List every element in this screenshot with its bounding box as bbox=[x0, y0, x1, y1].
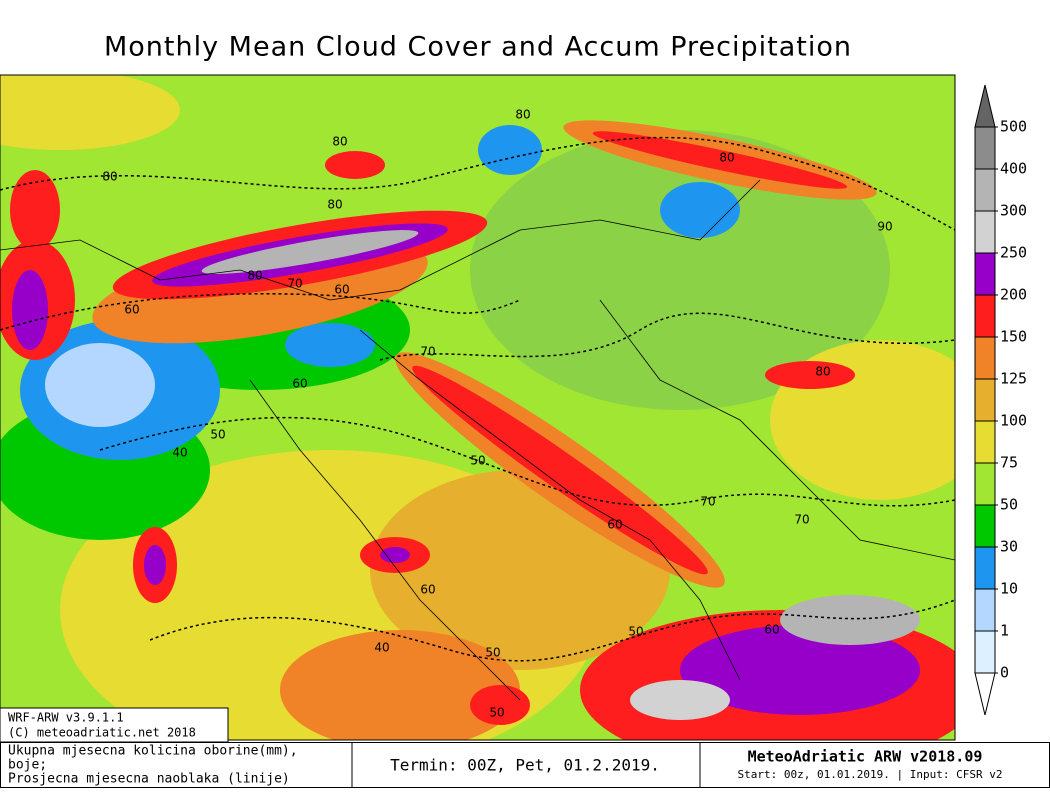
contour-label: 60 bbox=[334, 283, 349, 297]
colorbar-label: 0 bbox=[1000, 664, 1009, 682]
colorbar-label: 250 bbox=[1000, 244, 1027, 262]
colorbar-label: 75 bbox=[1000, 454, 1018, 472]
colorbar-box bbox=[974, 378, 996, 422]
contour-label: 80 bbox=[102, 170, 117, 184]
colorbar-label: 1 bbox=[1000, 622, 1009, 640]
contour-label: 60 bbox=[420, 583, 435, 597]
colorbar-box bbox=[974, 210, 996, 254]
colorbar-label: 400 bbox=[1000, 160, 1027, 178]
contour-label: 90 bbox=[877, 220, 892, 234]
contour-label: 80 bbox=[332, 135, 347, 149]
contour-label: 70 bbox=[287, 277, 302, 291]
colorbar-box bbox=[974, 504, 996, 548]
colorbar-box bbox=[974, 588, 996, 632]
contour-label: 60 bbox=[607, 518, 622, 532]
colorbar-label: 100 bbox=[1000, 412, 1027, 430]
legend-line: Ukupna mjesecna kolicina oborine(mm), bbox=[8, 744, 298, 759]
colorbar-box bbox=[974, 546, 996, 590]
contour-label: 80 bbox=[327, 198, 342, 212]
brand: MeteoAdriatic ARW v2018.09 bbox=[748, 748, 983, 766]
contour-label: 80 bbox=[815, 365, 830, 379]
colorbar-label: 200 bbox=[1000, 286, 1027, 304]
colorbar-label: 10 bbox=[1000, 580, 1018, 598]
colorbar-box bbox=[974, 252, 996, 296]
contour-label: 50 bbox=[470, 454, 485, 468]
contour-label: 40 bbox=[172, 446, 187, 460]
contour-label: 70 bbox=[794, 513, 809, 527]
colorbar: 0 1 10 30 50 75 100 125 150 200 250 300 400 500 bbox=[974, 84, 1027, 716]
termin: Termin: 00Z, Pet, 01.2.2019. bbox=[390, 756, 660, 775]
run-info: Start: 00z, 01.01.2019. | Input: CFSR v2 bbox=[738, 768, 1003, 781]
colorbar-box bbox=[974, 462, 996, 506]
colorbar-label: 150 bbox=[1000, 328, 1027, 346]
contour-label: 60 bbox=[764, 623, 779, 637]
footer bbox=[0, 742, 1050, 788]
title: Monthly Mean Cloud Cover and Accum Preci… bbox=[104, 32, 852, 63]
colorbar-box bbox=[974, 126, 996, 170]
colorbar-label: 300 bbox=[1000, 202, 1027, 220]
colorbar-triangle bbox=[974, 84, 996, 128]
colorbar-triangle bbox=[974, 672, 996, 716]
contour-label: 50 bbox=[628, 625, 643, 639]
credit-model: WRF-ARW v3.9.1.1 bbox=[8, 711, 124, 725]
contour-label: 50 bbox=[489, 706, 504, 720]
contour-label: 80 bbox=[719, 151, 734, 165]
map-frame bbox=[0, 74, 956, 741]
contour-label: 80 bbox=[515, 108, 530, 122]
colorbar-box bbox=[974, 630, 996, 674]
map bbox=[0, 75, 955, 740]
colorbar-label: 30 bbox=[1000, 538, 1018, 556]
legend-line: boje; bbox=[8, 758, 47, 773]
colorbar-label: 125 bbox=[1000, 370, 1027, 388]
colorbar-label: 50 bbox=[1000, 496, 1018, 514]
contour-label: 50 bbox=[485, 646, 500, 660]
contour-label: 50 bbox=[210, 428, 225, 442]
contour-label: 70 bbox=[700, 495, 715, 509]
colorbar-box bbox=[974, 420, 996, 464]
credit-box bbox=[0, 707, 229, 743]
colorbar-box bbox=[974, 294, 996, 338]
colorbar-label: 500 bbox=[1000, 118, 1027, 136]
contour-label: 40 bbox=[374, 641, 389, 655]
contour-label: 60 bbox=[124, 303, 139, 317]
contour-label: 70 bbox=[420, 345, 435, 359]
colorbar-box bbox=[974, 336, 996, 380]
contour-label: 80 bbox=[247, 269, 262, 283]
colorbar-box bbox=[974, 168, 996, 212]
legend-line: Prosjecna mjesecna naoblaka (linije) bbox=[8, 772, 290, 787]
credit-copyright: (C) meteoadriatic.net 2018 bbox=[8, 726, 196, 740]
contour-label: 60 bbox=[292, 377, 307, 391]
contour-labels: 80 80 80 80 80 90 80 70 60 60 70 60 80 50 40 50 70 60 70 60… bbox=[102, 108, 892, 720]
